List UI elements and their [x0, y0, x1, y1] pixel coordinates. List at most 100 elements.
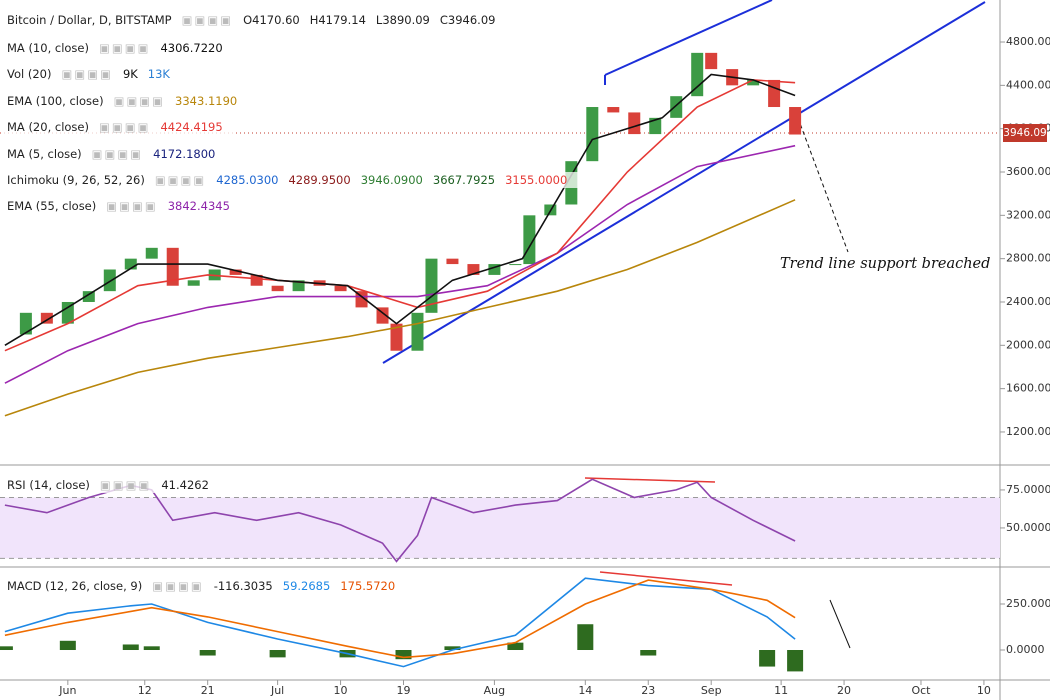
legend-label: MA (5, close): [7, 147, 82, 161]
x-tick-label: 21: [201, 684, 215, 697]
channel-line: [604, 0, 773, 76]
candle: [40, 312, 53, 324]
legend-buttons[interactable]: ▣▣▣▣: [113, 94, 166, 108]
legend-value: 59.2685: [282, 579, 331, 593]
y-tick-label: 1600.00: [1006, 382, 1050, 395]
candle: [271, 285, 284, 292]
rsi-band: [0, 497, 1000, 559]
indicator-line: [4, 579, 796, 659]
candle: [607, 107, 620, 113]
candle: [19, 312, 32, 335]
histogram-bar: [507, 642, 524, 651]
legend-buttons[interactable]: ▣▣▣▣: [106, 199, 158, 213]
indicator-legend: Bitcoin / Dollar, D, BITSTAMP ▣▣▣▣ O4170.6…: [4, 12, 509, 28]
x-tick-label: 10: [977, 684, 991, 697]
legend-value: 175.5720: [340, 579, 396, 593]
y-tick-label: 1200.00: [1006, 425, 1050, 438]
x-tick-label: 14: [578, 684, 592, 697]
legend-buttons[interactable]: ▣▣▣▣: [99, 478, 152, 492]
legend-label: EMA (100, close): [7, 94, 104, 108]
indicator-legend: Vol (20) ▣▣▣▣ 9K 13K: [4, 66, 183, 82]
legend-value: C3946.09: [439, 13, 496, 27]
histogram-bar: [787, 650, 804, 672]
x-tick-label: 12: [138, 684, 152, 697]
legend-value: 4289.9500: [288, 173, 351, 187]
legend-value: 3667.7925: [432, 173, 496, 187]
indicator-legend: RSI (14, close) ▣▣▣▣ 41.4262: [4, 477, 222, 493]
candle: [250, 274, 263, 286]
x-tick-label: 11: [774, 684, 788, 697]
x-tick-label: 20: [837, 684, 851, 697]
candle: [705, 52, 718, 70]
x-tick-label: 19: [396, 684, 410, 697]
legend-label: Vol (20): [7, 67, 52, 81]
y-tick-label: 2400.00: [1006, 295, 1050, 308]
histogram-bar: [444, 646, 461, 651]
candle: [488, 264, 501, 275]
indicator-line: [4, 577, 796, 668]
legend-label: EMA (55, close): [7, 199, 97, 213]
legend-value: 4424.4195: [160, 120, 223, 134]
legend-label: MA (20, close): [7, 120, 89, 134]
legend-value: 13K: [147, 67, 170, 81]
legend-label: MACD (12, 26, close, 9): [7, 579, 143, 593]
candle: [747, 79, 760, 86]
candle: [145, 247, 158, 259]
histogram-bar: [395, 650, 412, 660]
y-tick-label: 3600.00: [1006, 165, 1050, 178]
legend-value: H4179.14: [309, 13, 366, 27]
y-tick-label: 2800.00: [1006, 252, 1050, 265]
legend-value: 4285.0300: [216, 173, 279, 187]
indicator-legend: MA (5, close) ▣▣▣▣ 4172.1800: [4, 146, 229, 162]
legend-buttons[interactable]: ▣▣▣▣: [91, 147, 144, 161]
candle: [586, 107, 599, 162]
candle: [390, 323, 403, 351]
candle: [411, 312, 424, 351]
y-tick-label: 3200.00: [1006, 208, 1050, 221]
legend-buttons[interactable]: ▣▣▣▣: [152, 579, 204, 593]
histogram-bar: [122, 644, 139, 651]
y-tick-label: 2000.00: [1006, 338, 1050, 351]
x-tick-label: Sep: [701, 684, 722, 697]
indicator-legend: MACD (12, 26, close, 9) ▣▣▣▣ -116.3035 59.2…: [4, 578, 409, 594]
candle: [292, 280, 305, 292]
legend-value: 4172.1800: [153, 147, 216, 161]
histogram-bar: [269, 650, 286, 658]
indicator-legend: EMA (100, close) ▣▣▣▣ 3343.1190: [4, 93, 251, 109]
legend-label: RSI (14, close): [7, 478, 90, 492]
histogram-bar: [759, 650, 776, 667]
legend-value: 9K: [122, 67, 138, 81]
candle: [649, 117, 662, 135]
legend-value: L3890.09: [375, 13, 430, 27]
legend-value: O4170.60: [243, 13, 300, 27]
y-tick-label: 4400.00: [1006, 78, 1050, 91]
indicator-legend: MA (20, close) ▣▣▣▣ 4424.4195: [4, 119, 236, 135]
indicator-line: [4, 199, 796, 417]
legend-value: 3946.0900: [360, 173, 423, 187]
candle: [229, 269, 242, 275]
y-tick-label: 250.0000: [1006, 597, 1050, 610]
legend-buttons[interactable]: ▣▣▣▣: [61, 67, 113, 81]
x-tick-label: Jun: [58, 684, 76, 697]
candle: [61, 301, 74, 324]
x-tick-label: 10: [334, 684, 348, 697]
legend-value: 4306.7220: [160, 41, 223, 55]
histogram-bar: [577, 624, 594, 651]
arrow: [797, 117, 849, 253]
y-tick-label: 0.0000: [1006, 643, 1045, 656]
legend-buttons[interactable]: ▣▣▣▣: [154, 173, 207, 187]
legend-buttons[interactable]: ▣▣▣▣: [181, 13, 234, 27]
candle: [103, 269, 116, 292]
candle: [166, 247, 179, 286]
trend-line: [382, 1, 986, 364]
candle: [509, 264, 522, 266]
legend-buttons[interactable]: ▣▣▣▣: [98, 41, 151, 55]
legend-value: 41.4262: [161, 478, 209, 492]
candle: [768, 79, 781, 108]
legend-buttons[interactable]: ▣▣▣▣: [98, 120, 151, 134]
candle: [446, 258, 459, 265]
divergence-line: [584, 477, 716, 483]
candle: [670, 96, 683, 118]
histogram-bar: [0, 646, 13, 651]
candle: [467, 264, 480, 275]
